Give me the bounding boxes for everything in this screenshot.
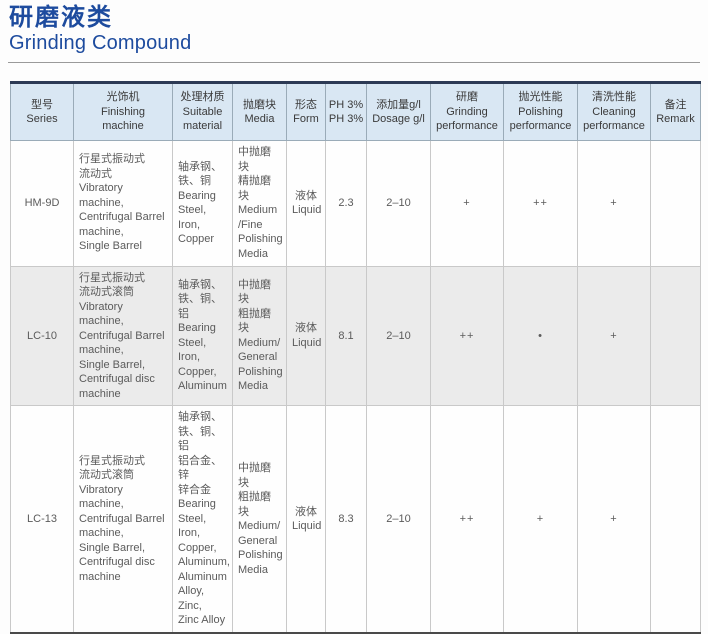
title-divider: [8, 61, 700, 63]
header-remark: 备注 Remark: [650, 82, 701, 141]
cell-polishing: •: [503, 265, 578, 407]
table-row-hm9d: HM-9D 行星式振动式 流动式 Vibratory machine, Cent…: [10, 139, 701, 267]
cell-dosage: 2–10: [366, 265, 431, 407]
header-suitable-material: 处理材质 Suitable material: [172, 82, 233, 141]
cell-series: LC-13: [10, 405, 74, 634]
cell-ph: 8.1: [325, 265, 367, 407]
header-form: 形态 Form: [286, 82, 326, 141]
table-row-lc10: LC-10 行星式振动式 流动式滚筒 Vibratory machine, Ce…: [10, 265, 701, 407]
cell-series: HM-9D: [10, 139, 74, 267]
cell-finishing-machine: 行星式振动式 流动式 Vibratory machine, Centrifuga…: [73, 139, 173, 267]
cell-series: LC-10: [10, 265, 74, 407]
cell-suitable-material: 轴承钢、 铁、铜、铝 Bearing Steel, Iron, Copper, …: [172, 265, 233, 407]
cell-dosage: 2–10: [366, 405, 431, 634]
page-title: 研磨液类 Grinding Compound: [0, 0, 708, 55]
header-cleaning-performance: 清洗性能 Cleaning performance: [577, 82, 651, 141]
cell-form: 液体 Liquid: [286, 405, 326, 634]
cell-remark: [650, 139, 701, 267]
cell-ph: 8.3: [325, 405, 367, 634]
cell-polishing: +: [503, 405, 578, 634]
cell-media: 中抛磨块 精抛磨块 Medium /Fine Polishing Media: [232, 139, 287, 267]
cell-suitable-material: 轴承钢、 铁、铜 Bearing Steel, Iron, Copper: [172, 139, 233, 267]
cell-grinding: ++: [430, 405, 504, 634]
cell-form: 液体 Liquid: [286, 139, 326, 267]
cell-polishing: ++: [503, 139, 578, 267]
page-title-chinese: 研磨液类: [9, 4, 113, 31]
table-row-lc13: LC-13 行星式振动式 流动式滚筒 Vibratory machine, Ce…: [10, 405, 701, 634]
header-series: 型号 Series: [10, 82, 74, 141]
header-polishing-performance: 抛光性能 Polishing performance: [503, 82, 578, 141]
cell-cleaning: +: [577, 139, 651, 267]
cell-grinding: ++: [430, 265, 504, 407]
cell-finishing-machine: 行星式振动式 流动式滚筒 Vibratory machine, Centrifu…: [73, 405, 173, 634]
cell-grinding: +: [430, 139, 504, 267]
page-title-english: Grinding Compound: [9, 31, 192, 54]
table-header-row: 型号 Series 光饰机 Finishing machine 处理材质 Sui…: [10, 82, 701, 141]
cell-suitable-material: 轴承钢、 铁、铜、铝 铝合金、锌 锌合金 Bearing Steel, Iron…: [172, 405, 233, 634]
cell-dosage: 2–10: [366, 139, 431, 267]
cell-remark: [650, 265, 701, 407]
header-finishing-machine: 光饰机 Finishing machine: [73, 82, 173, 141]
cell-form: 液体 Liquid: [286, 265, 326, 407]
cell-remark: [650, 405, 701, 634]
header-ph: PH 3% PH 3%: [325, 82, 367, 141]
cell-cleaning: +: [577, 265, 651, 407]
header-media: 抛磨块 Media: [232, 82, 287, 141]
cell-ph: 2.3: [325, 139, 367, 267]
header-dosage: 添加量g/l Dosage g/l: [366, 82, 431, 141]
cell-cleaning: +: [577, 405, 651, 634]
grinding-compound-table: 型号 Series 光饰机 Finishing machine 处理材质 Sui…: [10, 80, 701, 634]
header-grinding-performance: 研磨 Grinding performance: [430, 82, 504, 141]
cell-finishing-machine: 行星式振动式 流动式滚筒 Vibratory machine, Centrifu…: [73, 265, 173, 407]
cell-media: 中抛磨块 粗抛磨块 Medium/ General Polishing Medi…: [232, 405, 287, 634]
cell-media: 中抛磨块 粗抛磨块 Medium/ General Polishing Medi…: [232, 265, 287, 407]
